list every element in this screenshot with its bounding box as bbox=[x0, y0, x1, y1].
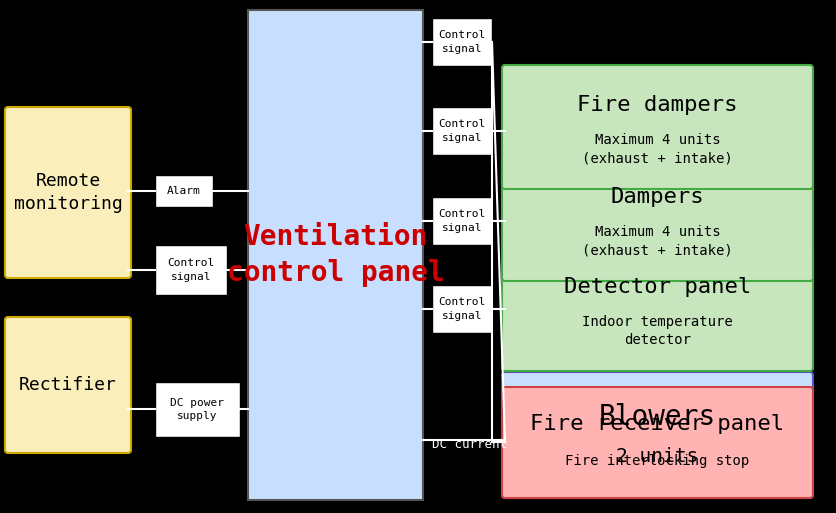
Bar bbox=[432, 285, 492, 333]
Bar bbox=[248, 10, 423, 500]
Text: Maximum 4 units
(exhaust + intake): Maximum 4 units (exhaust + intake) bbox=[582, 225, 733, 257]
Text: Control
signal: Control signal bbox=[438, 209, 486, 232]
Text: Detector panel: Detector panel bbox=[563, 277, 751, 297]
Bar bbox=[155, 382, 240, 437]
Bar bbox=[155, 245, 227, 295]
Text: Control
signal: Control signal bbox=[167, 259, 215, 282]
FancyBboxPatch shape bbox=[5, 317, 131, 453]
FancyBboxPatch shape bbox=[502, 247, 813, 371]
Text: Control
signal: Control signal bbox=[438, 30, 486, 53]
Text: Fire receiver panel: Fire receiver panel bbox=[530, 415, 784, 435]
Text: Fire interlocking stop: Fire interlocking stop bbox=[565, 453, 750, 467]
FancyBboxPatch shape bbox=[502, 387, 813, 498]
Text: Fire dampers: Fire dampers bbox=[577, 95, 737, 115]
Text: Blowers: Blowers bbox=[599, 403, 716, 431]
Text: 2 units: 2 units bbox=[616, 447, 699, 466]
FancyBboxPatch shape bbox=[502, 372, 813, 498]
Text: Dampers: Dampers bbox=[610, 187, 704, 207]
Text: Control
signal: Control signal bbox=[438, 120, 486, 143]
FancyBboxPatch shape bbox=[502, 65, 813, 189]
FancyBboxPatch shape bbox=[502, 157, 813, 281]
Bar bbox=[432, 197, 492, 245]
Bar bbox=[432, 107, 492, 155]
FancyBboxPatch shape bbox=[5, 107, 131, 278]
Text: DC current: DC current bbox=[432, 439, 507, 451]
Bar bbox=[155, 175, 213, 207]
Text: Maximum 4 units
(exhaust + intake): Maximum 4 units (exhaust + intake) bbox=[582, 133, 733, 165]
Text: Alarm: Alarm bbox=[167, 186, 201, 196]
Text: DC power
supply: DC power supply bbox=[171, 398, 225, 421]
Text: Rectifier: Rectifier bbox=[19, 376, 117, 394]
Text: Ventilation
control panel: Ventilation control panel bbox=[227, 223, 445, 287]
Bar bbox=[432, 18, 492, 66]
Text: Remote
monitoring: Remote monitoring bbox=[13, 172, 122, 213]
Text: Control
signal: Control signal bbox=[438, 298, 486, 321]
Text: Indoor temperature
detector: Indoor temperature detector bbox=[582, 315, 733, 347]
